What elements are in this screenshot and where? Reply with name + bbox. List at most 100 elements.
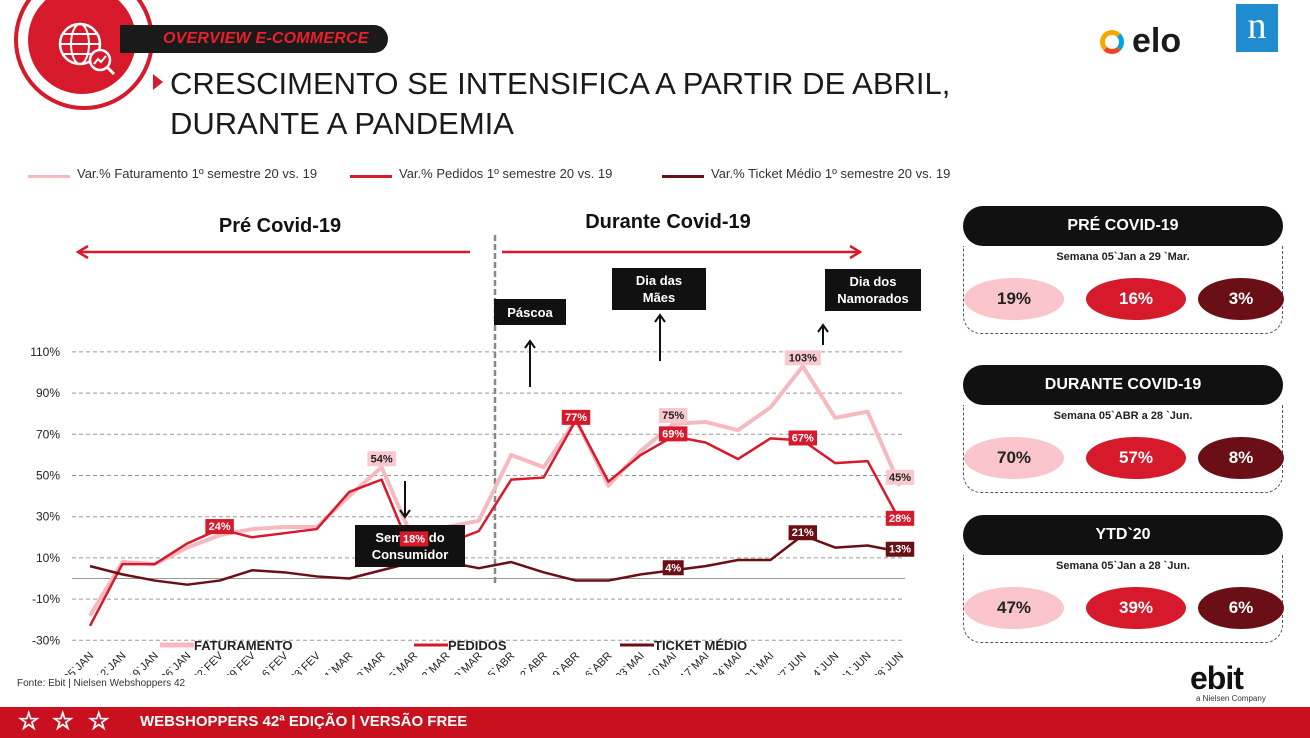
globe-analytics-icon	[28, 0, 136, 94]
title-marker-icon	[153, 74, 163, 90]
legend-pedidos: Var.% Pedidos 1º semestre 20 vs. 19	[399, 166, 613, 181]
x-tick-label: 26`JAN	[159, 650, 193, 675]
pre-covid-arrow-head	[75, 244, 89, 260]
data-label: 67%	[792, 432, 814, 444]
bottom-legend-label: FATURAMENTO	[194, 638, 292, 653]
x-tick-label: 19`ABR	[546, 650, 582, 675]
panel-box	[963, 246, 1283, 334]
panel-title: YTD`20	[963, 515, 1283, 555]
source-note: Fonte: Ebit | Nielsen Webshoppers 42	[17, 678, 186, 689]
page-title-line2: DURANTE A PANDEMIA	[170, 106, 514, 141]
panel-title: PRÉ COVID-19	[963, 206, 1283, 246]
data-label: 103%	[789, 352, 817, 364]
data-label: 18%	[403, 533, 425, 545]
annotation-arrow-head	[654, 313, 666, 323]
panel-subtitle: Semana 05`Jan a 29 `Mar.	[1056, 251, 1190, 263]
panel-value-tic: 6%	[1198, 587, 1284, 629]
pre-covid-label: Pré Covid-19	[219, 215, 341, 237]
footer-bar	[0, 707, 1310, 738]
panel-value-ped: 16%	[1086, 278, 1186, 320]
panel-title: DURANTE COVID-19	[963, 365, 1283, 405]
legend-swatch-faturamento	[28, 175, 70, 178]
panel-box	[963, 405, 1283, 493]
data-label-box	[885, 541, 915, 557]
data-label: 24%	[209, 521, 231, 533]
panel-value-tic: 8%	[1198, 437, 1284, 479]
data-label-box	[662, 560, 684, 576]
bottom-legend-label: TICKET MÉDIO	[654, 638, 747, 653]
panel-box	[963, 555, 1283, 643]
annotation-box	[825, 269, 921, 311]
x-tick-label: 09`FEV	[223, 649, 258, 675]
during-covid-arrow-head	[849, 244, 863, 260]
page-title: CRESCIMENTO SE INTENSIFICA A PARTIR DE A…	[170, 64, 950, 144]
data-label-box	[788, 430, 818, 446]
y-tick-label: 30%	[36, 510, 60, 524]
y-tick-label: 70%	[36, 427, 60, 441]
annotation-text: Namorados	[837, 291, 909, 306]
panel-value-fat: 47%	[964, 587, 1064, 629]
legend-faturamento: Var.% Faturamento 1º semestre 20 vs. 19	[77, 166, 318, 181]
elo-logo-text: elo	[1132, 22, 1182, 60]
annotation-arrow-head	[524, 339, 536, 349]
y-tick-label: 110%	[30, 345, 60, 359]
y-tick-label: -30%	[32, 633, 60, 647]
panel-value-ped: 39%	[1086, 587, 1186, 629]
y-tick-label: 10%	[36, 551, 60, 565]
annotation-text: Mães	[643, 290, 676, 305]
x-tick-label: 01`MAR	[318, 650, 355, 675]
data-label-box	[784, 350, 821, 366]
x-tick-label: 10`MAI	[646, 650, 680, 675]
data-label-box	[561, 409, 591, 425]
data-label: 21%	[792, 527, 814, 539]
x-tick-label: 22`MAR	[416, 650, 453, 675]
series-line-0	[88, 364, 902, 617]
data-label-box	[399, 531, 429, 547]
data-label-box	[367, 451, 396, 467]
data-label: 77%	[565, 412, 587, 424]
x-tick-label: 03`MAI	[613, 650, 647, 675]
x-tick-label: 05`JAN	[62, 650, 96, 675]
ebit-logo-sub: a Nielsen Company	[1196, 694, 1266, 703]
x-tick-label: 19`JAN	[126, 650, 160, 675]
section-label-bar	[120, 25, 388, 53]
section-label: OVERVIEW E-COMMERCE	[163, 30, 369, 47]
x-tick-label: 28`JUN	[871, 650, 906, 675]
y-tick-label: -10%	[32, 592, 60, 606]
y-tick-label: 90%	[36, 386, 60, 400]
data-label: 4%	[665, 562, 681, 574]
data-label-box	[788, 525, 818, 541]
nielsen-logo: n	[1236, 4, 1278, 52]
annotation-arrow-head	[817, 323, 829, 333]
x-tick-label: 23`FEV	[288, 649, 323, 675]
star-icon: ☆	[18, 708, 40, 735]
star-icon: ☆	[52, 708, 74, 735]
bottom-legend-label: PEDIDOS	[448, 638, 507, 653]
data-label-box	[658, 426, 688, 442]
series-line-2	[89, 533, 901, 586]
panel-subtitle: Semana 05`Jan a 28 `Jun.	[1056, 560, 1190, 572]
x-tick-label: 21`JUN	[839, 650, 874, 675]
legend-swatch-ticket	[662, 175, 704, 178]
x-tick-label: 31`MAI	[743, 650, 777, 675]
x-tick-label: 07`JUN	[774, 650, 809, 675]
line-chart: 110% 90% 70% 50% 30% 10% -10% -30% 05`JAN12`JAN…	[30, 211, 921, 675]
panel-subtitle: Semana 05`ABR a 28 `Jun.	[1053, 410, 1193, 422]
x-tick-label: 08`MAR	[351, 650, 388, 675]
during-covid-label: Durante Covid-19	[585, 211, 751, 233]
x-tick-label: 29`MAR	[448, 650, 485, 675]
data-label: 13%	[889, 544, 911, 556]
elo-logo-icon	[1100, 30, 1124, 54]
data-label-box	[205, 519, 234, 535]
x-tick-label: 26`ABR	[579, 650, 615, 675]
annotation-text: Consumidor	[372, 547, 449, 562]
x-tick-label: 15`MAR	[383, 650, 420, 675]
data-label: 69%	[662, 428, 684, 440]
y-tick-label: 50%	[36, 469, 60, 483]
data-label-box	[885, 510, 915, 526]
legend-swatch-pedidos	[350, 175, 392, 178]
legend-ticket: Var.% Ticket Médio 1º semestre 20 vs. 19	[711, 166, 951, 181]
panel-value-fat: 70%	[964, 437, 1064, 479]
data-label-box	[658, 408, 688, 423]
data-label: 75%	[662, 410, 684, 422]
